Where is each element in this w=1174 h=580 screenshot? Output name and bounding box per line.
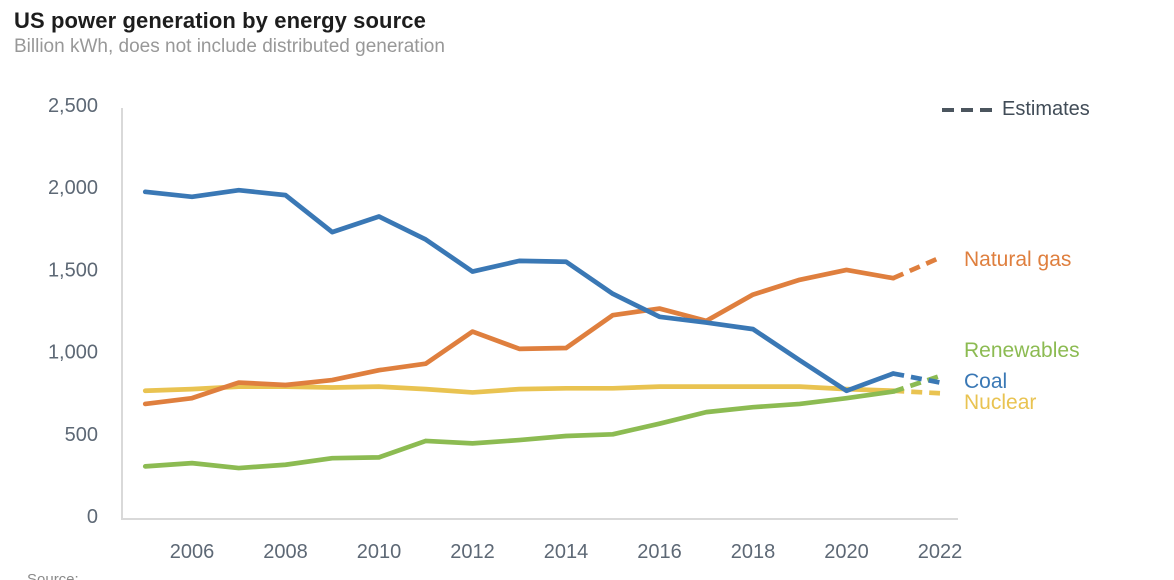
y-tick-label: 1,500 (48, 259, 98, 281)
y-tick-label: 1,000 (48, 342, 98, 364)
chart-subtitle: Billion kWh, does not include distribute… (14, 36, 445, 57)
renewables-line (142, 389, 896, 471)
series-lines (142, 187, 941, 471)
estimates-legend: Estimates (941, 98, 1090, 121)
x-tick-label: 2022 (918, 541, 963, 563)
x-tick-label: 2010 (357, 541, 402, 563)
coal-line-estimate (892, 371, 941, 385)
coal-line (142, 187, 896, 394)
y-tick-label: 2,000 (48, 177, 98, 199)
y-tick-label: 500 (65, 424, 98, 446)
series-label-natural-gas: Natural gas (964, 248, 1072, 271)
series-label-nuclear: Nuclear (964, 391, 1037, 414)
natural-gas-line (142, 267, 896, 407)
source-text-clipped: Source: (27, 572, 79, 580)
renewables-line-estimate (892, 373, 941, 394)
chart-title: US power generation by energy source (14, 8, 426, 33)
x-tick-label: 2012 (450, 541, 495, 563)
estimates-label: Estimates (1002, 98, 1090, 120)
x-tick-label: 2018 (731, 541, 776, 563)
series-label-coal: Coal (964, 370, 1008, 393)
x-tick-label: 2006 (170, 541, 215, 563)
x-tick-label: 2020 (824, 541, 869, 563)
axis-ticks: 0 500 1,000 1,500 2,000 2,500 2006 2008 2010 2012… (48, 95, 962, 563)
nuclear-line (142, 384, 896, 395)
x-tick-label: 2016 (637, 541, 682, 563)
y-tick-label: 2,500 (48, 95, 98, 117)
series-label-renewables: Renewables (964, 339, 1080, 362)
x-tick-label: 2014 (544, 541, 589, 563)
natural-gas-line-estimate (892, 255, 941, 281)
x-tick-label: 2008 (263, 541, 308, 563)
estimates-dash-icon (942, 107, 993, 112)
y-tick-label: 0 (87, 506, 98, 528)
